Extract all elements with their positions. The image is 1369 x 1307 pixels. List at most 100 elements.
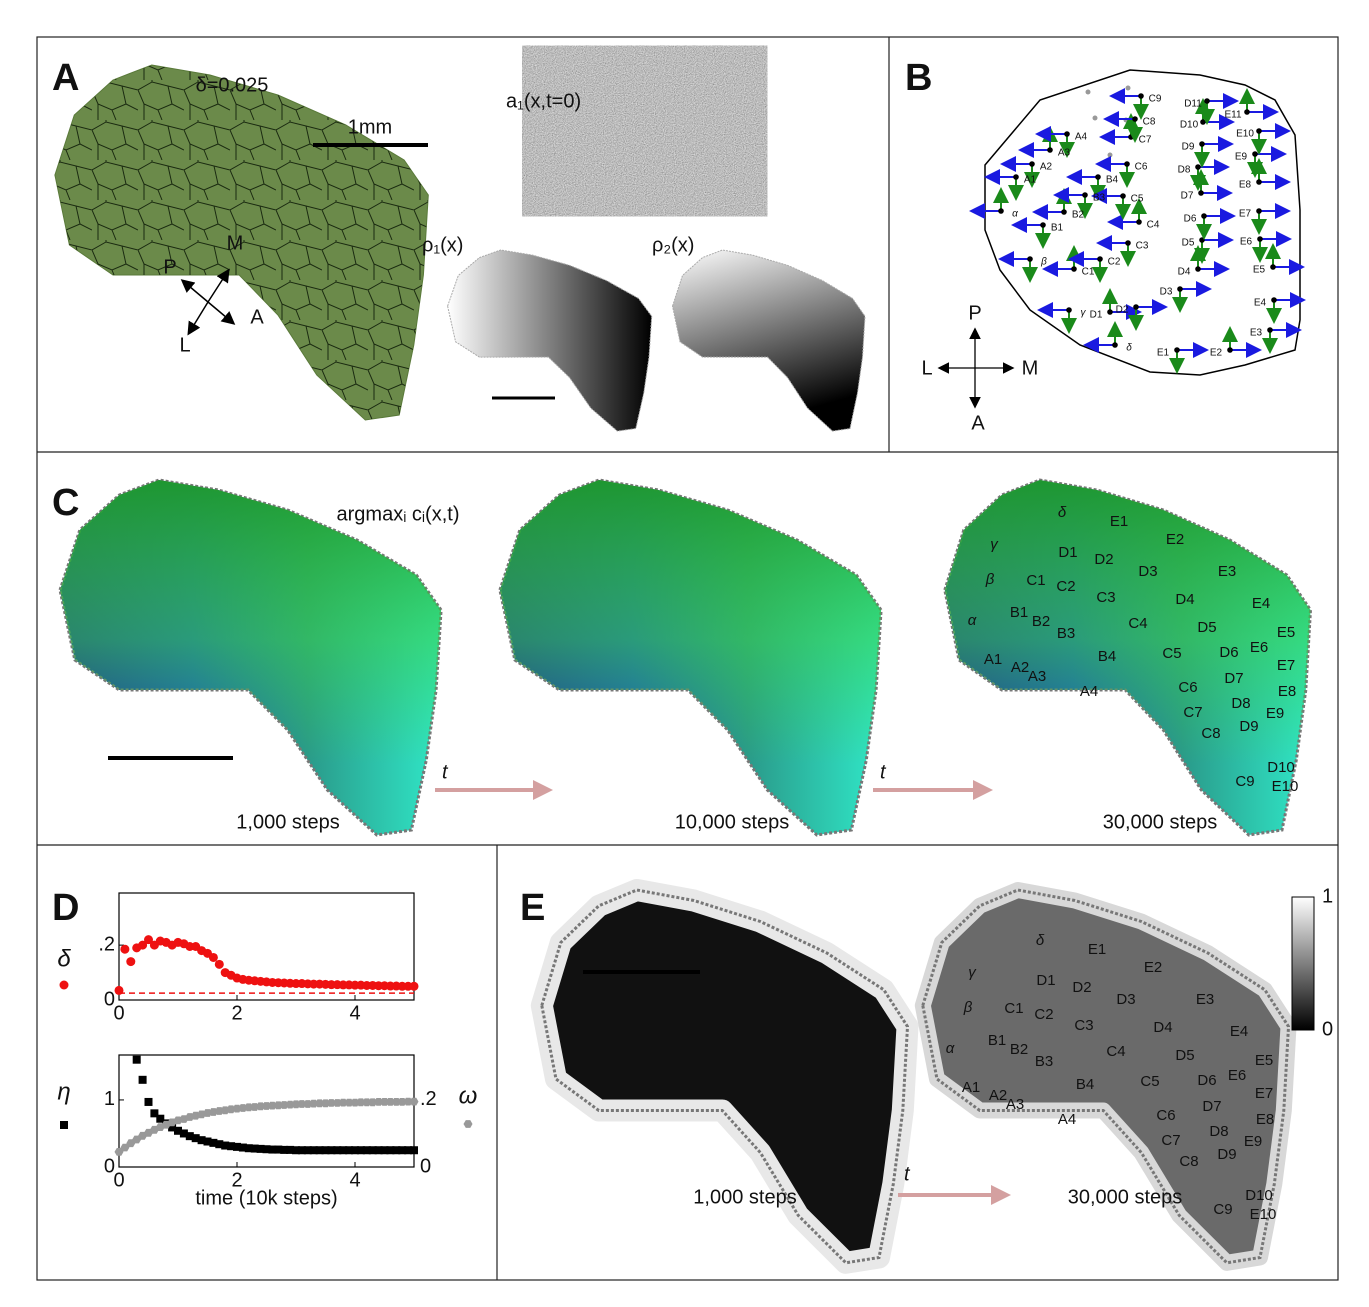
barrel-label: D10 (1245, 1187, 1273, 1204)
point (185, 1132, 194, 1141)
barrel-dot (1199, 237, 1205, 243)
barrel-label: E6 (1228, 1067, 1246, 1084)
point (244, 1144, 253, 1153)
brain-map (54, 65, 429, 420)
barrel-dot (1252, 151, 1258, 157)
barrel-label: δ (1126, 343, 1132, 354)
barrel-label: D9 (1239, 718, 1258, 735)
point (404, 1146, 413, 1155)
barrel-label: D10 (1180, 120, 1199, 131)
point (179, 1129, 188, 1138)
barrel-label: C4 (1106, 1043, 1125, 1060)
compass-label: A (250, 306, 264, 328)
barrel-label: D10 (1267, 759, 1295, 776)
barrel-label: α (1012, 209, 1018, 220)
point (403, 1097, 413, 1106)
point (398, 1146, 407, 1155)
barrel-dot (1125, 240, 1131, 246)
compass-label: M (1022, 357, 1039, 379)
point (315, 1099, 325, 1108)
point (174, 1126, 182, 1135)
point (132, 1055, 141, 1064)
delta-label: δ=0.025 (196, 74, 269, 96)
point (256, 1144, 265, 1153)
point (203, 1137, 212, 1146)
barrel-label: B4 (1076, 1076, 1094, 1093)
compass (180, 268, 236, 336)
point (286, 1145, 295, 1154)
panel-label: B (905, 57, 932, 99)
steps-label: 1,000 steps (236, 811, 339, 833)
barrel-label: E7 (1239, 209, 1252, 220)
barrel-label: D1 (1058, 544, 1077, 561)
barrel-label: D3 (1138, 563, 1157, 580)
barrel-label: C7 (1161, 1132, 1180, 1149)
barrel-label: D11 (1184, 99, 1202, 110)
point (303, 1100, 313, 1108)
barrel-label: D3 (1160, 287, 1173, 298)
point (374, 1146, 383, 1155)
barrel-label: D5 (1197, 619, 1216, 636)
point (144, 935, 153, 945)
barrel-label: α (968, 612, 977, 629)
barrel-label: C4 (1147, 220, 1160, 231)
point (309, 1099, 319, 1108)
barrel-dot (1097, 256, 1103, 262)
barrel-dot (1256, 179, 1262, 185)
y2-tick-label: 0 (420, 1155, 431, 1177)
point (338, 1098, 348, 1107)
compass-label: M (227, 232, 244, 254)
panel-title: argmaxᵢ cᵢ(x,t) (337, 503, 460, 525)
point (351, 1146, 359, 1155)
scale-label: 1mm (348, 116, 392, 138)
point (391, 1098, 401, 1106)
plot-frame (118, 1054, 415, 1168)
barrel-label: γ (968, 964, 977, 981)
barrel-dot (1195, 266, 1201, 272)
x-tick-label: 4 (349, 1002, 360, 1024)
barrel-label: B2 (1010, 1041, 1028, 1058)
barrel-label: B3 (1035, 1053, 1053, 1070)
barrel-label: E8 (1239, 180, 1252, 191)
point (380, 1146, 389, 1155)
x-tick-label: 2 (231, 1002, 242, 1024)
barrel-label: E2 (1210, 348, 1223, 359)
barrel-dot (1107, 309, 1113, 315)
barrel-label: E1 (1088, 941, 1106, 958)
barrel-label: D1 (1090, 310, 1103, 321)
point (332, 1099, 342, 1107)
barrel-label: C9 (1235, 773, 1254, 790)
point (380, 1098, 389, 1106)
barrel-label: C7 (1183, 704, 1202, 721)
point (326, 1099, 336, 1107)
y2-tick-label: .2 (420, 1088, 437, 1110)
point (208, 952, 218, 962)
point (297, 1100, 307, 1108)
time-label: t (880, 761, 887, 783)
barrel-label: D5 (1182, 238, 1195, 249)
barrel-label: γ (1081, 308, 1087, 319)
point (120, 944, 130, 954)
series-label: δ (57, 945, 71, 972)
barrel-label: E2 (1166, 531, 1184, 548)
point (345, 1146, 354, 1155)
barrel-label: E3 (1218, 563, 1236, 580)
barrel-label: E6 (1250, 639, 1268, 656)
barrel-label: C2 (1056, 578, 1075, 595)
barrel-label: C4 (1128, 615, 1147, 632)
compass-label: P (968, 302, 981, 324)
barrel-label: E4 (1252, 595, 1270, 612)
barrel-label: C2 (1108, 257, 1121, 268)
barrel-label: D4 (1175, 591, 1194, 608)
point (410, 1146, 418, 1155)
point (285, 1100, 295, 1109)
barrel-label: E6 (1240, 237, 1253, 248)
barrel-dot (1120, 193, 1126, 199)
barrel-dot (1112, 342, 1118, 348)
barrel-label: D6 (1184, 214, 1197, 225)
barrel-dot (1198, 190, 1204, 196)
barrel-label: A3 (1006, 1096, 1024, 1113)
brain-map (60, 480, 442, 835)
x-tick-label: 2 (231, 1169, 242, 1191)
y-tick-label: 1 (104, 1088, 115, 1110)
